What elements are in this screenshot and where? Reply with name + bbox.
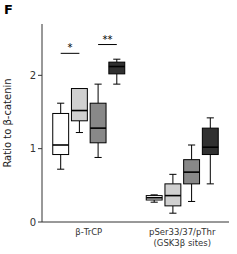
cap-low bbox=[76, 132, 83, 133]
significance-label: * bbox=[68, 42, 73, 53]
cap-high bbox=[169, 174, 176, 175]
median bbox=[165, 195, 181, 197]
cap-high bbox=[95, 84, 102, 85]
plot-area bbox=[53, 45, 218, 214]
whisker-high bbox=[98, 84, 99, 103]
whisker-high bbox=[172, 174, 173, 184]
median bbox=[53, 144, 69, 146]
box bbox=[53, 113, 69, 154]
cap-low bbox=[169, 213, 176, 214]
box bbox=[109, 62, 125, 74]
x-tick-label: β-TrCP bbox=[75, 227, 102, 237]
median bbox=[71, 110, 87, 112]
whisker-high bbox=[60, 103, 61, 113]
box bbox=[165, 184, 181, 206]
x-axis bbox=[42, 222, 229, 223]
cap-low bbox=[57, 169, 64, 170]
box bbox=[71, 89, 87, 121]
box bbox=[90, 103, 106, 143]
cap-high bbox=[188, 145, 195, 146]
title: F bbox=[4, 2, 13, 17]
median bbox=[146, 197, 162, 199]
median bbox=[184, 171, 200, 173]
whisker-high bbox=[210, 118, 211, 128]
whisker-low bbox=[98, 143, 99, 158]
whisker-low bbox=[191, 184, 192, 202]
median bbox=[202, 146, 218, 148]
cap-low bbox=[113, 84, 120, 85]
whisker-low bbox=[60, 155, 61, 170]
cap-high bbox=[57, 103, 64, 104]
cap-low bbox=[95, 157, 102, 158]
y-tick bbox=[38, 148, 42, 149]
significance-label: ** bbox=[102, 34, 112, 45]
whisker-low bbox=[79, 121, 80, 133]
y-tick bbox=[38, 75, 42, 76]
median bbox=[90, 127, 106, 129]
box bbox=[184, 160, 200, 184]
median bbox=[109, 66, 125, 68]
chart: 0 1 2 Ratio to β-catenin β-TrCP pSer33/37/pTh… bbox=[0, 0, 237, 254]
x-tick-label-line: β-TrCP bbox=[75, 227, 102, 237]
whisker-low bbox=[116, 74, 117, 84]
cap-low bbox=[188, 201, 195, 202]
x-tick-label: pSer33/37/pThr(GSK3β sites) bbox=[149, 227, 216, 248]
whisker-high bbox=[191, 145, 192, 160]
x-tick-label-line: (GSK3β sites) bbox=[153, 238, 211, 248]
cap-high bbox=[113, 59, 120, 60]
cap-low bbox=[151, 202, 158, 203]
cap-low bbox=[207, 183, 214, 184]
whisker-low bbox=[210, 155, 211, 184]
y-axis bbox=[42, 24, 43, 222]
y-tick-label: 2 bbox=[30, 70, 36, 81]
cap-high bbox=[207, 117, 214, 118]
box bbox=[146, 196, 162, 200]
y-tick bbox=[38, 222, 42, 223]
box bbox=[202, 128, 218, 154]
x-tick-label-line: pSer33/37/pThr bbox=[149, 227, 216, 237]
y-axis-label: Ratio to β-catenin bbox=[2, 78, 13, 167]
y-tick-label: 0 bbox=[30, 217, 36, 228]
whisker-low bbox=[172, 206, 173, 213]
y-tick-label: 1 bbox=[30, 143, 36, 154]
